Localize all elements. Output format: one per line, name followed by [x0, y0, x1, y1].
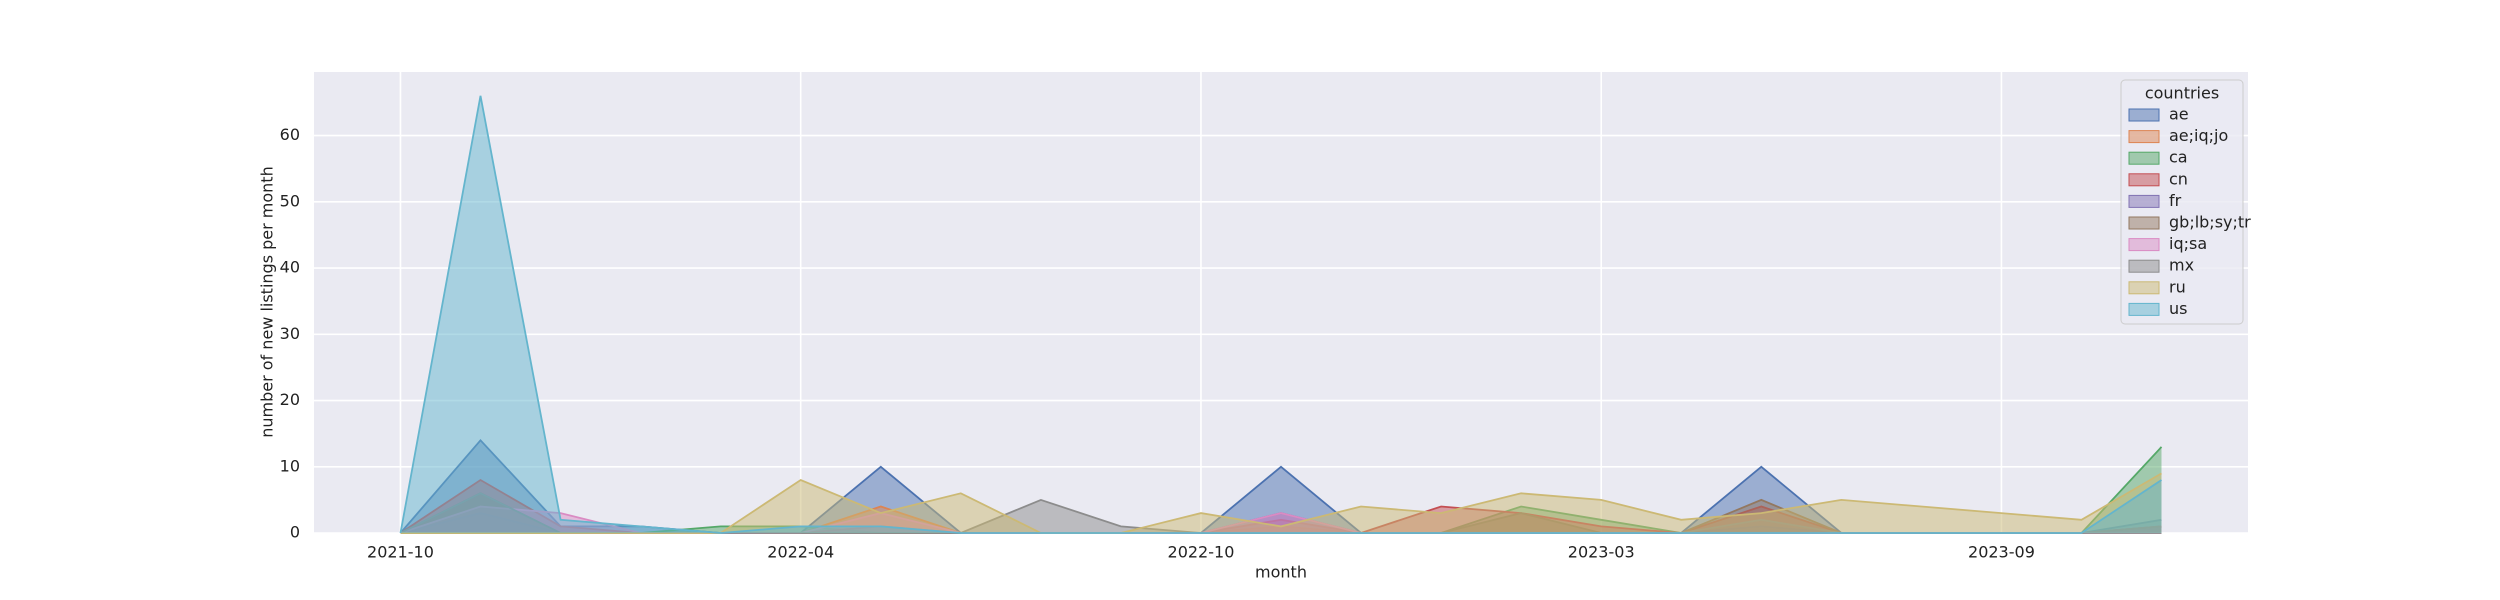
labels: 0 10 20 30 40 50 60 2021-10 2022-04 2022-10 2023-0…: [280, 125, 2035, 561]
y-tick-label: 30: [280, 324, 300, 343]
legend-swatch: [2128, 194, 2160, 208]
y-tick-label: 60: [280, 125, 300, 144]
x-tick-label: 2021-10: [367, 543, 434, 562]
y-axis-label: number of new listings per month: [258, 166, 277, 437]
legend-label: ru: [2169, 277, 2186, 296]
legend: countries ae ae;iq;jo ca cn fr gb;lb;sy;tr iq;s…: [2120, 79, 2251, 325]
legend-label: ae;iq;jo: [2169, 126, 2228, 145]
legend-label: mx: [2169, 256, 2194, 275]
y-tick-label: 20: [280, 390, 300, 409]
legend-label: ca: [2169, 148, 2188, 167]
plot-area: [314, 72, 2248, 533]
legend-label: fr: [2169, 191, 2182, 210]
legend-swatch: [2128, 130, 2160, 144]
legend-swatch: [2128, 238, 2160, 252]
y-tick-label: 0: [290, 523, 300, 542]
legend-title: countries: [2145, 84, 2219, 103]
legend-swatch: [2128, 216, 2160, 230]
x-tick-label: 2023-09: [1968, 543, 2035, 562]
legend-swatch: [2128, 108, 2160, 122]
legend-label: ae: [2169, 105, 2189, 124]
legend-swatch: [2128, 173, 2160, 187]
area-line: [399, 95, 2162, 534]
legend-swatch: [2128, 281, 2160, 295]
area: [400, 473, 2162, 533]
areas: [399, 95, 2163, 534]
x-tick-label: 2022-10: [1168, 543, 1235, 562]
x-tick-label: 2023-03: [1568, 543, 1635, 562]
legend-label: gb;lb;sy;tr: [2169, 213, 2251, 232]
legend-label: iq;sa: [2169, 234, 2207, 253]
legend-swatch: [2128, 151, 2160, 165]
y-tick-label: 50: [280, 191, 300, 210]
y-tick-label: 40: [280, 258, 300, 277]
x-axis-label: month: [1255, 563, 1307, 582]
y-tick-label: 10: [280, 456, 300, 475]
grid: [314, 72, 2248, 534]
legend-swatch: [2128, 259, 2160, 273]
legend-label: cn: [2169, 169, 2188, 188]
x-tick-label: 2022-04: [767, 543, 834, 562]
legend-label: us: [2169, 299, 2187, 318]
legend-swatch: [2128, 302, 2160, 316]
